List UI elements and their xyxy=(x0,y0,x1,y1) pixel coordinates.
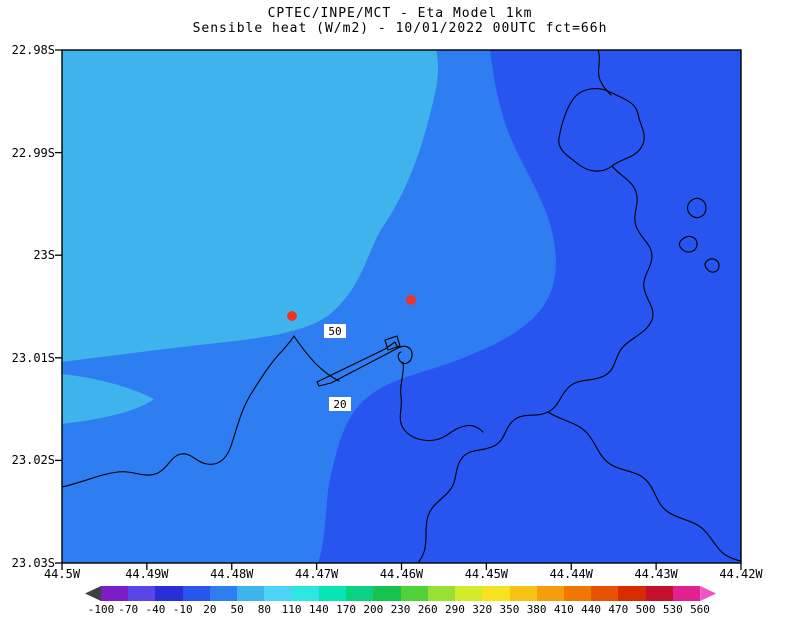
colorbar-value: 320 xyxy=(472,603,493,616)
colorbar-value: 80 xyxy=(257,603,271,616)
colorbar-segment xyxy=(563,586,592,601)
colorbar-value: 500 xyxy=(635,603,656,616)
colorbar-value: 170 xyxy=(336,603,356,616)
colorbar-value: 470 xyxy=(608,603,629,616)
colorbar-segment xyxy=(672,586,701,601)
fill-band-50-80 xyxy=(62,50,439,362)
y-axis-label: 22.99S xyxy=(11,145,55,160)
y-axis-label: 22.98S xyxy=(11,43,55,57)
station-marker-1 xyxy=(287,311,297,321)
colorbar-segment xyxy=(455,586,483,601)
colorbar-value: 440 xyxy=(581,603,602,616)
coastline-islet-1 xyxy=(686,197,707,219)
coastline-bay xyxy=(399,361,484,442)
fill-band-50-80-tongue xyxy=(62,374,154,424)
colorbar-value: 50 xyxy=(230,603,244,616)
colorbar-segment xyxy=(427,586,456,601)
colorbar-value: 20 xyxy=(203,603,217,616)
colorbar-segment xyxy=(155,586,183,601)
coastline-southeast xyxy=(547,411,741,562)
axis-ticks xyxy=(55,49,742,570)
colorbar-segment xyxy=(128,586,156,601)
y-axis-label: 23S xyxy=(33,248,55,263)
x-axis-label: 44.49W xyxy=(125,567,169,581)
colorbar-segment xyxy=(373,586,401,601)
fill-band-neg10-20 xyxy=(318,50,741,563)
colorbar-value: -70 xyxy=(118,603,139,616)
colorbar-segment xyxy=(318,586,347,601)
x-axis-label: 44.46W xyxy=(379,567,424,581)
colorbar-segment xyxy=(346,586,374,601)
colorbar-value: 290 xyxy=(445,603,465,616)
colorbar-segment xyxy=(645,586,673,601)
coastline-headland xyxy=(558,88,645,172)
x-axis-label: 44.44W xyxy=(549,567,593,581)
x-axis-label: 44.45W xyxy=(464,567,509,581)
x-axis-label: 44.48W xyxy=(210,567,254,581)
y-axis-label: 23.02S xyxy=(11,453,55,468)
colorbar-value: 530 xyxy=(662,603,683,616)
x-axis-label: 44.42W xyxy=(719,567,763,581)
contour-label-50-text: 50 xyxy=(328,325,341,338)
colorbar-arrow-right xyxy=(700,586,717,601)
colorbar-value: -40 xyxy=(145,603,166,616)
colorbar-segment xyxy=(264,586,292,601)
colorbar-segment xyxy=(482,586,510,601)
colorbar-value: 230 xyxy=(390,603,411,616)
chart-title: CPTEC/INPE/MCT - Eta Model 1km xyxy=(267,6,533,21)
colorbar-value: 110 xyxy=(281,603,302,616)
contour-label-50-box xyxy=(324,324,346,338)
colorbar-value: 350 xyxy=(499,603,520,616)
y-axis-label: 23.01S xyxy=(11,350,55,365)
coastline xyxy=(62,50,741,563)
colorbar-segment xyxy=(536,586,564,601)
colorbar-segment xyxy=(291,586,319,601)
colorbar-segment xyxy=(509,586,537,601)
colorbar-segment xyxy=(618,586,646,601)
station-marker-2 xyxy=(406,295,416,305)
coastline-spit-end xyxy=(384,335,401,351)
colorbar-value: 380 xyxy=(526,603,547,616)
x-axis-label: 44.47W xyxy=(294,567,339,581)
coastline-islet-3 xyxy=(704,258,720,273)
colorbar-segment xyxy=(182,586,210,601)
colorbar-segment xyxy=(591,586,619,601)
colorbar-value: -10 xyxy=(172,603,193,616)
coastline-hook xyxy=(397,345,413,365)
coastline-islet-2 xyxy=(678,235,698,253)
x-axis-label: 44.5W xyxy=(43,567,81,581)
colorbar xyxy=(85,586,717,601)
contour-label-20-text: 20 xyxy=(333,398,346,411)
colorbar-value: 140 xyxy=(308,603,329,616)
y-axis-label: 23.03S xyxy=(11,556,55,570)
chart-subtitle: Sensible heat (W/m2) - 10/01/2022 00UTC … xyxy=(192,21,608,36)
colorbar-value: 260 xyxy=(417,603,438,616)
contour-label-20-box xyxy=(329,397,351,411)
colorbar-value: -100 xyxy=(87,603,115,616)
colorbar-arrow-left xyxy=(85,586,101,601)
contour-label-50: 50 xyxy=(324,324,346,338)
colorbar-value: 200 xyxy=(363,603,384,616)
x-axis-label: 44.43W xyxy=(634,567,678,581)
colorbar-segment xyxy=(400,586,428,601)
contour-label-20: 20 xyxy=(329,397,351,411)
colorbar-segment xyxy=(101,586,129,601)
colorbar-value: 560 xyxy=(690,603,710,616)
coastline-west xyxy=(62,335,340,488)
coastline-east xyxy=(417,165,654,563)
colorbar-value: 410 xyxy=(553,603,574,616)
colorbar-segment xyxy=(237,586,265,601)
colorbar-segment xyxy=(209,586,238,601)
